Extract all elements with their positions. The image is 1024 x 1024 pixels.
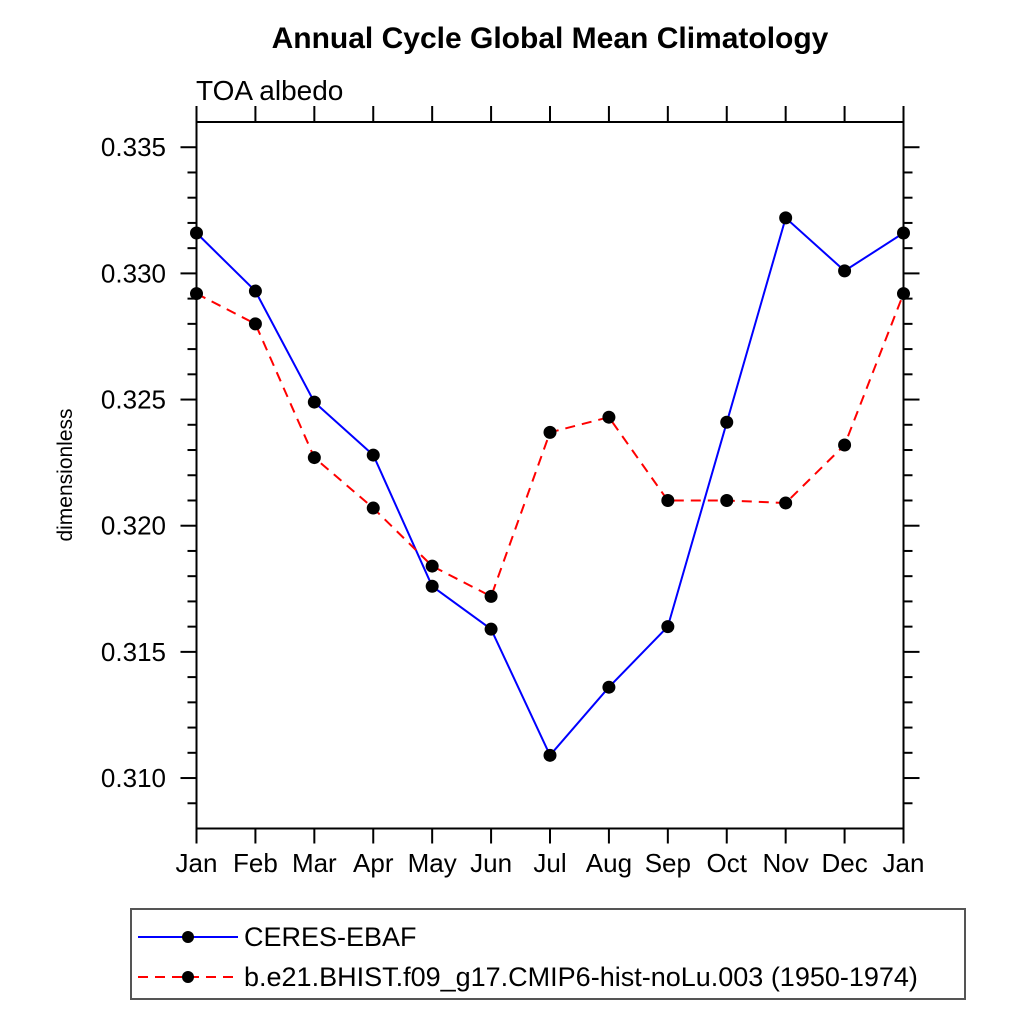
x-tick-label: Mar <box>292 848 337 878</box>
series-line-0 <box>195 216 905 758</box>
data-point-series-1 <box>366 501 380 515</box>
x-tick-label: Jan <box>883 848 925 878</box>
y-axis-label: dimensionless <box>54 408 77 542</box>
data-point-series-0 <box>779 211 793 225</box>
legend-row-ceres: CERES-EBAF <box>132 917 964 957</box>
data-point-series-0 <box>720 415 734 429</box>
chart-title: Annual Cycle Global Mean Climatology <box>271 22 829 55</box>
y-tick-label: 0.330 <box>101 258 166 288</box>
data-point-series-0 <box>897 226 910 240</box>
data-point-series-0 <box>543 748 557 762</box>
legend-label-ceres: CERES-EBAF <box>244 921 417 952</box>
data-point-series-1 <box>838 438 852 452</box>
data-point-series-0 <box>248 284 262 298</box>
x-tick-label: Apr <box>353 848 394 878</box>
y-tick-label: 0.320 <box>101 511 166 541</box>
data-point-series-1 <box>720 493 734 507</box>
data-point-series-1 <box>190 287 203 301</box>
x-tick-label: Jun <box>470 848 512 878</box>
y-tick-label: 0.310 <box>101 763 166 793</box>
marker-dot-icon <box>182 931 194 943</box>
data-point-series-1 <box>661 493 675 507</box>
legend-swatch-solid <box>138 930 238 944</box>
data-point-series-0 <box>484 622 498 636</box>
y-tick-label: 0.325 <box>101 385 166 415</box>
x-tick-label: Feb <box>233 848 278 878</box>
x-tick-label: Oct <box>707 848 748 878</box>
data-point-series-0 <box>602 680 616 694</box>
marker-dot-icon <box>182 971 194 983</box>
chart-subtitle: TOA albedo <box>196 75 344 106</box>
y-tick-label: 0.335 <box>101 132 166 162</box>
data-point-series-0 <box>838 264 852 278</box>
legend-box: CERES-EBAF b.e21.BHIST.f09_g17.CMIP6-his… <box>130 908 966 1000</box>
data-point-series-1 <box>543 425 557 439</box>
data-point-series-0 <box>661 620 675 634</box>
x-tick-label: Sep <box>645 848 691 878</box>
data-point-series-1 <box>425 559 439 573</box>
data-point-series-0 <box>425 579 439 593</box>
x-tick-label: Jul <box>533 848 566 878</box>
data-point-series-1 <box>779 496 793 510</box>
data-point-series-1 <box>897 287 910 301</box>
legend-label-model: b.e21.BHIST.f09_g17.CMIP6-hist-noLu.003 … <box>244 961 918 992</box>
legend-row-model: b.e21.BHIST.f09_g17.CMIP6-hist-noLu.003 … <box>132 957 964 997</box>
data-point-series-1 <box>484 589 498 603</box>
data-point-series-1 <box>307 451 321 465</box>
data-point-series-1 <box>602 410 616 424</box>
data-point-series-1 <box>248 317 262 331</box>
legend-swatch-dashed <box>138 970 238 984</box>
x-tick-label: Jan <box>176 848 218 878</box>
x-tick-label: Aug <box>586 848 632 878</box>
x-tick-label: Dec <box>821 848 867 878</box>
data-point-series-0 <box>366 448 380 462</box>
series-line-1 <box>196 292 905 598</box>
x-tick-label: May <box>408 848 457 878</box>
data-point-series-0 <box>190 226 203 240</box>
data-point-series-0 <box>307 395 321 409</box>
x-tick-label: Nov <box>763 848 809 878</box>
y-tick-label: 0.315 <box>101 637 166 667</box>
